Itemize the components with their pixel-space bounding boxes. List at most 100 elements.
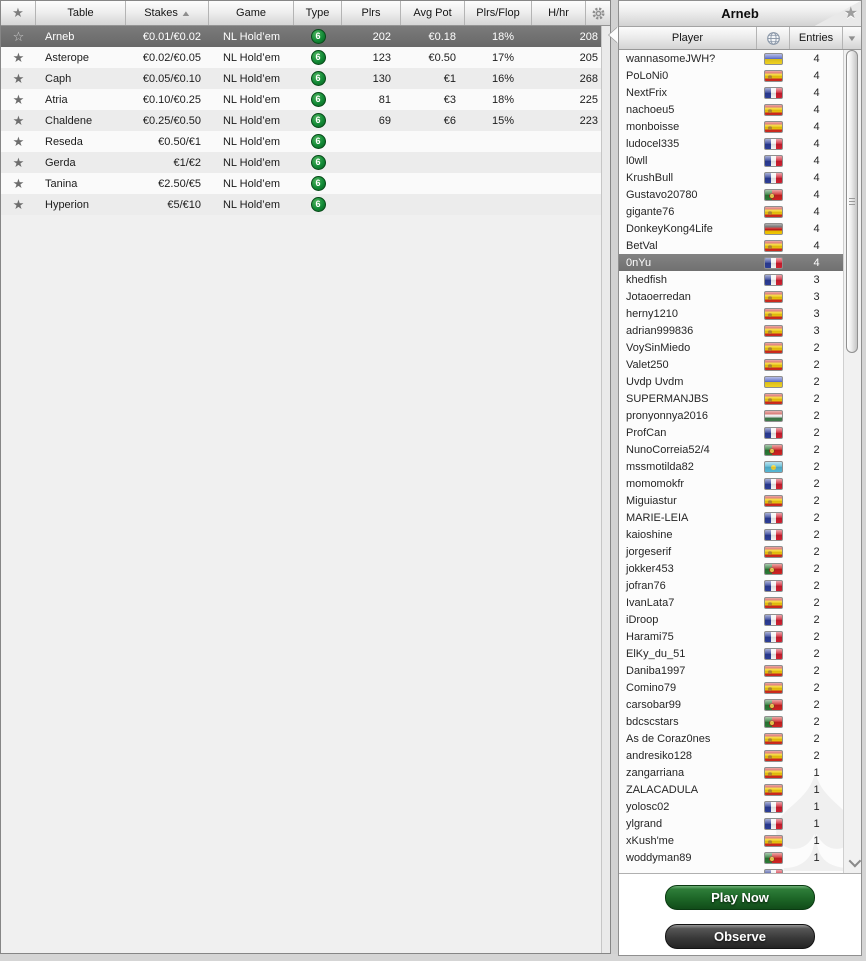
table-list-scrollbar[interactable]: [601, 26, 610, 953]
player-row[interactable]: carsobar99 2: [619, 696, 843, 713]
player-row[interactable]: l0wll 4: [619, 152, 843, 169]
favorite-star-icon[interactable]: ☆: [12, 28, 25, 44]
player-row[interactable]: mssmotilda82 2: [619, 458, 843, 475]
column-header-type[interactable]: Type: [294, 1, 342, 25]
table-row[interactable]: ☆ Arneb €0.01/€0.02 NL Hold’em 6 202 €0.…: [1, 26, 602, 47]
column-header-plrs-flop[interactable]: Plrs/Flop: [465, 1, 532, 25]
column-header-entries[interactable]: Entries: [790, 27, 843, 49]
column-header-avg-pot[interactable]: Avg Pot: [401, 1, 465, 25]
player-row[interactable]: MARIE-LEIA 2: [619, 509, 843, 526]
column-header-country[interactable]: [757, 27, 790, 49]
player-row[interactable]: NextFrix 4: [619, 84, 843, 101]
player-row[interactable]: Uvdp Uvdm 2: [619, 373, 843, 390]
column-header-plrs[interactable]: Plrs: [342, 1, 401, 25]
play-now-button[interactable]: Play Now: [665, 885, 815, 910]
favorite-star-icon[interactable]: ★: [12, 133, 25, 149]
scroll-down-arrow-icon[interactable]: [848, 854, 861, 868]
player-row[interactable]: ProfCan 2: [619, 424, 843, 441]
player-row[interactable]: adrian999836 3: [619, 322, 843, 339]
player-row[interactable]: KrushBull 4: [619, 169, 843, 186]
column-header-table[interactable]: Table: [36, 1, 126, 25]
player-row[interactable]: ludocel335 4: [619, 135, 843, 152]
player-row[interactable]: iDroop 2: [619, 611, 843, 628]
table-row[interactable]: ★ Chaldene €0.25/€0.50 NL Hold’em 6 69 €…: [1, 110, 602, 131]
column-options-button[interactable]: [586, 1, 610, 25]
player-row[interactable]: Miguiastur 2: [619, 492, 843, 509]
player-row[interactable]: VoySinMiedo 2: [619, 339, 843, 356]
country-flag-icon: [764, 426, 783, 439]
player-row[interactable]: bdcscstars 2: [619, 713, 843, 730]
player-row[interactable]: ZALACADULA 1: [619, 781, 843, 798]
player-name: ZALACADULA: [626, 783, 699, 796]
table-row[interactable]: ★ Caph €0.05/€0.10 NL Hold’em 6 130 €1 1…: [1, 68, 602, 89]
player-row[interactable]: As de Coraz0nes 2: [619, 730, 843, 747]
favorite-star-icon[interactable]: ★: [12, 175, 25, 191]
player-row[interactable]: yolosc02 1: [619, 798, 843, 815]
player-entries: 4: [813, 222, 820, 235]
player-row[interactable]: BetVal 4: [619, 237, 843, 254]
panel-splitter[interactable]: [609, 0, 618, 954]
player-row[interactable]: [619, 866, 843, 873]
table-row[interactable]: ★ Atria €0.10/€0.25 NL Hold’em 6 81 €3 1…: [1, 89, 602, 110]
table-row[interactable]: ★ Asterope €0.02/€0.05 NL Hold’em 6 123 …: [1, 47, 602, 68]
player-row[interactable]: nachoeu5 4: [619, 101, 843, 118]
column-header-game[interactable]: Game: [209, 1, 294, 25]
player-row[interactable]: IvanLata7 2: [619, 594, 843, 611]
player-row[interactable]: Daniba1997 2: [619, 662, 843, 679]
player-list-scrollbar[interactable]: [843, 50, 861, 873]
player-row[interactable]: zangarriana 1: [619, 764, 843, 781]
column-header-sort[interactable]: ▼: [843, 27, 861, 49]
favorite-star-icon[interactable]: ★: [12, 70, 25, 86]
favorite-star-icon[interactable]: ★: [12, 91, 25, 107]
table-stakes: €0.25/€0.50: [142, 114, 201, 127]
player-row[interactable]: monboisse 4: [619, 118, 843, 135]
player-row[interactable]: pronyonnya2016 2: [619, 407, 843, 424]
player-row[interactable]: herny1210 3: [619, 305, 843, 322]
player-row[interactable]: andresiko128 2: [619, 747, 843, 764]
player-entries: 2: [813, 562, 820, 575]
player-row[interactable]: NunoCorreia52/4 2: [619, 441, 843, 458]
table-row[interactable]: ★ Tanina €2.50/€5 NL Hold’em 6: [1, 173, 602, 194]
column-header-player[interactable]: Player: [619, 27, 757, 49]
column-header-favorite[interactable]: ★: [1, 1, 36, 25]
favorite-star-icon[interactable]: ★: [843, 5, 858, 22]
player-row[interactable]: PoLoNi0 4: [619, 67, 843, 84]
player-row[interactable]: Comino79 2: [619, 679, 843, 696]
player-row[interactable]: wannasomeJWH? 4: [619, 50, 843, 67]
table-name: Chaldene: [45, 114, 93, 127]
favorite-star-icon[interactable]: ★: [12, 154, 25, 170]
player-row[interactable]: kaioshine 2: [619, 526, 843, 543]
favorite-star-icon[interactable]: ★: [12, 112, 25, 128]
collapse-panel-arrow-icon[interactable]: [609, 27, 618, 43]
table-row[interactable]: ★ Hyperion €5/€10 NL Hold’em 6: [1, 194, 602, 215]
player-row[interactable]: khedfish 3: [619, 271, 843, 288]
player-row[interactable]: SUPERMANJBS 2: [619, 390, 843, 407]
country-flag-icon: [764, 205, 783, 218]
player-row[interactable]: ElKy_du_51 2: [619, 645, 843, 662]
player-entries: 1: [813, 783, 820, 796]
player-row[interactable]: Gustavo20780 4: [619, 186, 843, 203]
player-row[interactable]: Harami75 2: [619, 628, 843, 645]
player-row[interactable]: Valet250 2: [619, 356, 843, 373]
player-row[interactable]: gigante76 4: [619, 203, 843, 220]
scrollbar-thumb[interactable]: [846, 50, 858, 353]
player-row[interactable]: Jotaoerredan 3: [619, 288, 843, 305]
player-entries: 4: [813, 205, 820, 218]
player-row[interactable]: ylgrand 1: [619, 815, 843, 832]
player-row[interactable]: woddyman89 1: [619, 849, 843, 866]
player-row[interactable]: 0nYu 4: [619, 254, 843, 271]
player-row[interactable]: xKush'me 1: [619, 832, 843, 849]
favorite-star-icon[interactable]: ★: [12, 49, 25, 65]
player-row[interactable]: jokker453 2: [619, 560, 843, 577]
table-row[interactable]: ★ Reseda €0.50/€1 NL Hold’em 6: [1, 131, 602, 152]
favorite-star-icon[interactable]: ★: [12, 196, 25, 212]
player-row[interactable]: jofran76 2: [619, 577, 843, 594]
column-header-stakes[interactable]: Stakes ▲: [126, 1, 209, 25]
table-row[interactable]: ★ Gerda €1/€2 NL Hold’em 6: [1, 152, 602, 173]
player-row[interactable]: DonkeyKong4Life 4: [619, 220, 843, 237]
country-flag-icon: [764, 392, 783, 405]
player-row[interactable]: momomokfr 2: [619, 475, 843, 492]
observe-button[interactable]: Observe: [665, 924, 815, 949]
player-row[interactable]: jorgeserif 2: [619, 543, 843, 560]
column-header-h-hr[interactable]: H/hr: [532, 1, 586, 25]
